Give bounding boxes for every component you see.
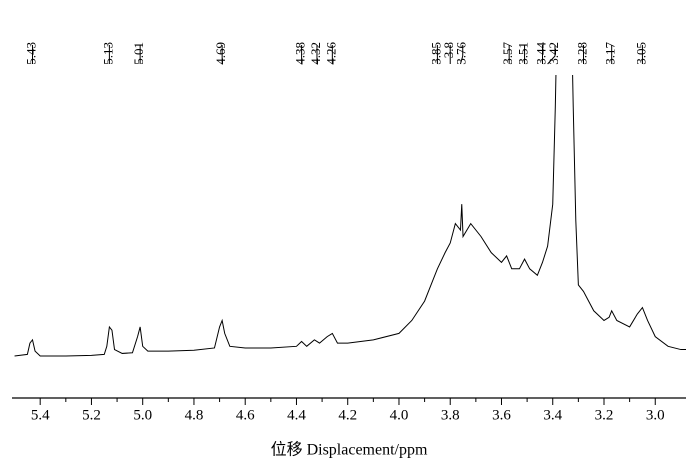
peak-label: 4.38 (293, 42, 308, 65)
x-tick-label: 5.4 (31, 407, 50, 423)
spectrum-line (14, 75, 686, 357)
peak-label: 5.13 (100, 42, 115, 65)
x-tick-label: 5.0 (133, 407, 152, 423)
peak-label: 4.32 (308, 42, 323, 65)
peak-marker (547, 45, 556, 65)
peak-label: 4.26 (323, 42, 338, 65)
peak-label: 3.44 (533, 42, 548, 65)
x-tick-label: 3.4 (543, 407, 562, 423)
peak-label: 3.51 (516, 42, 531, 65)
peak-label: 3.05 (633, 42, 648, 65)
peak-label: 3.85 (428, 42, 443, 65)
x-axis-label: 位移 Displacement/ppm (271, 441, 428, 459)
peak-label: 3.17 (603, 42, 618, 65)
peak-label: 5.01 (131, 42, 146, 65)
peak-label: 3.42 (546, 42, 561, 65)
peak-label: 3.76 (454, 42, 469, 65)
peak-label: 3.8 (441, 42, 456, 58)
peak-label: 5.43 (23, 42, 38, 65)
peak-label: 3.28 (574, 42, 589, 65)
x-tick-label: 4.6 (236, 407, 255, 423)
x-tick-label: 4.2 (338, 407, 357, 423)
x-tick-label: 3.0 (646, 407, 665, 423)
peak-marker (459, 45, 464, 65)
x-tick-label: 4.4 (287, 407, 306, 423)
x-tick-label: 3.8 (441, 407, 460, 423)
x-tick-label: 5.2 (82, 407, 101, 423)
x-tick-label: 4.0 (390, 407, 409, 423)
peak-label: 3.57 (500, 42, 515, 65)
x-tick-label: 3.6 (492, 407, 511, 423)
x-tick-label: 3.2 (595, 407, 614, 423)
peak-label: 4.69 (213, 42, 228, 65)
x-tick-label: 4.8 (185, 407, 204, 423)
